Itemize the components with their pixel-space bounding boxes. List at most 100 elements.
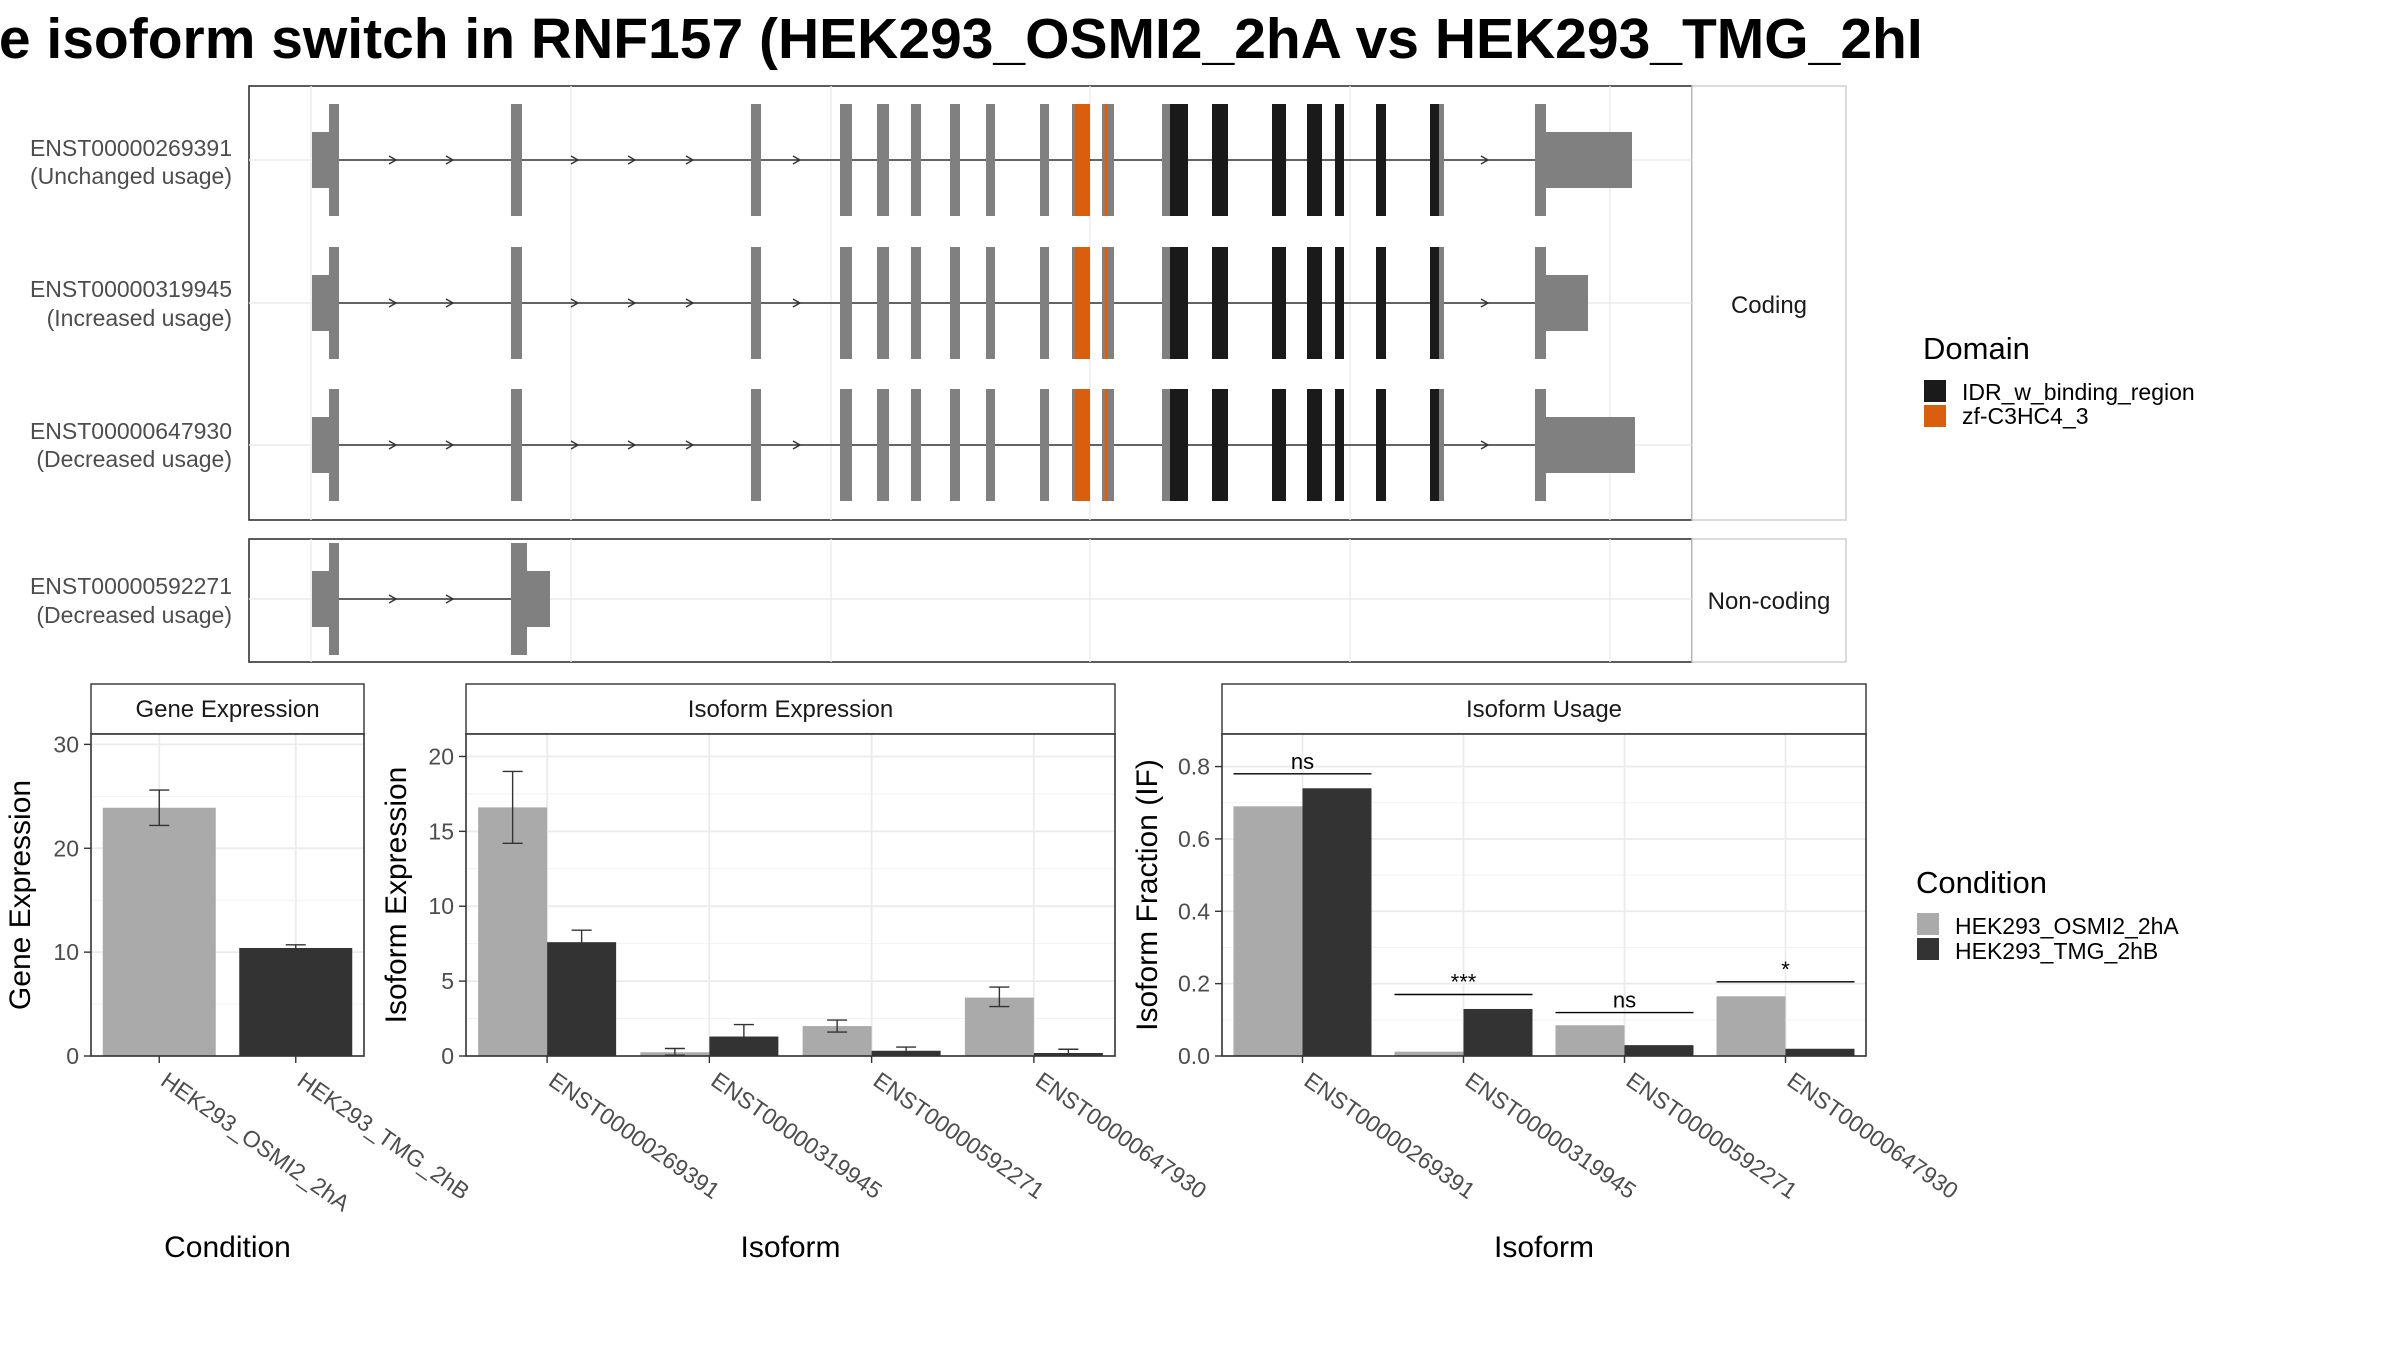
exon [877, 104, 889, 216]
bar [102, 807, 216, 1056]
bar-panel: Isoform Expression 0 5 10 15 20 ENST0000026939… [380, 683, 1211, 1264]
exon [511, 543, 527, 655]
exon [1072, 389, 1075, 501]
strand-arrow [388, 298, 398, 308]
significance-label: * [1781, 957, 1790, 982]
domain-idr-block [1335, 389, 1344, 501]
strand-arrow [1480, 440, 1490, 450]
bar [1555, 1025, 1625, 1056]
y-tick-label: 20 [53, 835, 79, 861]
exon [329, 389, 339, 501]
strip-noncoding-box [1691, 538, 1847, 663]
y-tick-label: 10 [53, 939, 79, 965]
bar [964, 997, 1034, 1056]
strand-arrow [792, 155, 802, 165]
strip-label: Isoform Usage [1466, 696, 1622, 723]
exon [986, 104, 995, 216]
strip-coding-label: Coding [1731, 292, 1807, 319]
exon [1535, 389, 1546, 501]
exon [840, 389, 852, 501]
x-tick-label: ENST00000319945 [1461, 1067, 1641, 1204]
exon [329, 104, 339, 216]
structure-panel-coding: Coding [248, 85, 1847, 521]
tx-label-usage: (Increased usage) [47, 305, 232, 331]
exon [329, 543, 339, 655]
y-tick-label: 10 [428, 893, 454, 919]
domain-zf-block [1105, 104, 1108, 216]
transcript-row [312, 543, 550, 655]
condition-legend-title: Condition [1916, 865, 2047, 900]
exon [911, 104, 921, 216]
bar [1463, 1008, 1533, 1056]
strip-noncoding-label: Non-coding [1708, 588, 1831, 615]
domain-legend: Domain IDR_w_binding_region zf-C3HC4_3 [1923, 331, 2195, 429]
strand-arrow [685, 298, 695, 308]
transcript-row [312, 247, 1588, 359]
domain-zf-block [1075, 104, 1090, 216]
strip-coding-box [1691, 85, 1847, 521]
x-tick-label: ENST00000269391 [1300, 1067, 1480, 1204]
domain-idr-block [1376, 389, 1386, 501]
exon [527, 571, 550, 627]
strand-arrow [570, 298, 580, 308]
strand-arrow [1480, 155, 1490, 165]
legend-swatch [1917, 938, 1939, 960]
utr-block [312, 275, 329, 331]
domain-idr-block [1272, 247, 1286, 359]
utr-block [1546, 132, 1632, 188]
structure-panel-noncoding: Non-coding [248, 538, 1847, 663]
domain-idr-block [1170, 104, 1188, 216]
utr-block [312, 132, 329, 188]
y-tick-label: 0.2 [1178, 971, 1210, 997]
exon [1535, 104, 1546, 216]
strand-arrow [627, 155, 637, 165]
y-axis-title: Gene Expression [4, 780, 37, 1010]
y-tick-label: 20 [428, 743, 454, 769]
domain-zf-block [1075, 247, 1090, 359]
strand-arrow [388, 594, 398, 604]
y-tick-label: 0.6 [1178, 826, 1210, 852]
y-tick-label: 5 [441, 968, 454, 994]
domain-idr-block [1170, 389, 1188, 501]
domain-idr-block [1376, 247, 1386, 359]
y-axis-title: Isoform Expression [380, 767, 413, 1024]
strip-box [1221, 683, 1867, 735]
exon [511, 389, 522, 501]
utr-block [1546, 275, 1588, 331]
x-axis-title: Condition [164, 1231, 291, 1264]
exon [950, 104, 960, 216]
domain-idr-block [1376, 104, 1386, 216]
domain-zf-block [1105, 247, 1108, 359]
strip-box [90, 683, 365, 735]
strip-box [465, 683, 1116, 735]
exon [1162, 104, 1170, 216]
legend-label: HEK293_OSMI2_2hA [1955, 913, 2179, 939]
exon [840, 247, 852, 359]
exon [1040, 104, 1049, 216]
exon [511, 247, 522, 359]
condition-legend: Condition HEK293_OSMI2_2hA HEK293_TMG_2h… [1916, 865, 2179, 964]
domain-idr-block [1335, 104, 1344, 216]
exon [840, 104, 852, 216]
exon [511, 104, 522, 216]
exon [1439, 247, 1444, 359]
y-tick-label: 0 [66, 1043, 79, 1069]
strand-arrow [445, 594, 455, 604]
exon [1072, 247, 1075, 359]
bar [547, 942, 617, 1056]
domain-idr-block [1212, 104, 1228, 216]
exon [911, 247, 921, 359]
bar [1302, 788, 1372, 1056]
tx-label-name: ENST00000319945 [30, 276, 232, 302]
utr-block [312, 571, 329, 627]
bar [478, 807, 548, 1056]
domain-zf-block [1075, 389, 1090, 501]
y-tick-label: 30 [53, 731, 79, 757]
domain-idr-block [1272, 104, 1286, 216]
bar [1716, 996, 1786, 1056]
strand-arrow [1480, 298, 1490, 308]
x-axis-title: Isoform [740, 1231, 840, 1264]
exon [1439, 389, 1444, 501]
tx-label-name: ENST00000647930 [30, 418, 232, 444]
tx-label-usage: (Unchanged usage) [30, 163, 232, 189]
